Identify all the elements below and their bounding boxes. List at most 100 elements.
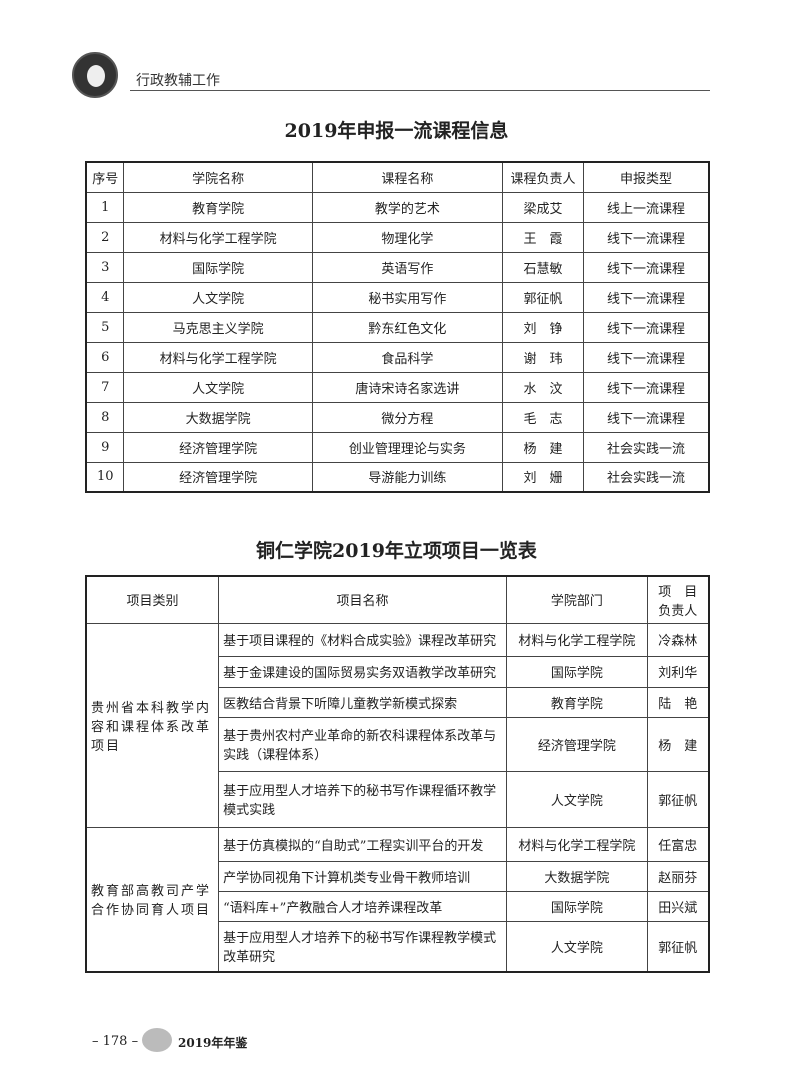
yearbook-mascot-icon [142, 1028, 172, 1052]
table-cell: 郭征帆 [502, 281, 584, 313]
table-cell: 9 [85, 431, 125, 463]
page-number: – 178 – [92, 1034, 139, 1049]
department: 大数据学院 [506, 860, 648, 892]
table-cell: 导游能力训练 [311, 461, 504, 493]
table-cell: 物理化学 [311, 221, 504, 253]
table-cell: 人文学院 [123, 371, 313, 403]
table-row: 9 经济管理学院 创业管理理论与实务杨 建社会实践一流 [85, 431, 710, 463]
department: 国际学院 [506, 655, 648, 688]
department: 人文学院 [506, 920, 648, 973]
table-cell: 3 [85, 251, 125, 283]
table-cell: 线下一流课程 [582, 371, 710, 403]
table-cell: 教育学院 [123, 191, 313, 223]
column-header: 项目名称 [218, 575, 508, 624]
table1-title: 2019年申报一流课程信息 [284, 120, 509, 142]
table-cell: 梁成艾 [502, 191, 584, 223]
table-header-row: 序号 学院名称 课程名称 课程负责人 申报类型 [85, 161, 710, 193]
department: 人文学院 [506, 770, 648, 828]
table-cell: 经济管理学院 [123, 461, 313, 493]
table-cell: 马克思主义学院 [123, 311, 313, 343]
table-row: 基于应用型人才培养下的秘书写作课程循环教学模式实践 人文学院 郭征帆 [86, 770, 710, 828]
table-cell: 线上一流课程 [582, 191, 710, 223]
table-cell: 食品科学 [311, 341, 504, 373]
header-rule [130, 90, 710, 91]
table-cell: 材料与化学工程学院 [123, 221, 313, 253]
table-cell: 谢 玮 [502, 341, 584, 373]
table-row: 1 教育学院 教学的艺术 梁成艾 线上一流课程 [85, 191, 710, 223]
table-cell: 刘 姗 [502, 461, 584, 493]
column-header: 学院名称 [123, 161, 313, 193]
column-header: 课程负责人 [502, 161, 584, 193]
project-category: 贵州省本科教学内容和课程体系改革项目 [85, 622, 220, 828]
university-logo-icon [72, 52, 118, 98]
section-header: 行政教辅工作 [136, 73, 220, 89]
table-cell: 线下一流课程 [582, 251, 710, 283]
table-cell: 线下一流课程 [582, 401, 710, 433]
table-cell: 唐诗宋诗名家选讲 [311, 371, 504, 403]
table-cell: 线下一流课程 [582, 341, 710, 373]
yearbook-label: 2019年年鉴 [178, 1036, 248, 1050]
project-name: 基于应用型人才培养下的秘书写作课程教学模式改革研究 [218, 920, 508, 973]
project-name: 基于仿真模拟的“自助式”工程实训平台的开发 [218, 826, 508, 862]
table-cell: 5 [85, 311, 125, 343]
first-class-courses-table: 序号 学院名称 课程名称 课程负责人 申报类型 1 教育学院 教学的艺术 梁成艾 线上一流课程 2… [85, 161, 710, 493]
column-header: 学院部门 [506, 575, 648, 624]
project-leader: 任富忠 [646, 826, 710, 862]
table-cell: 6 [85, 341, 125, 373]
project-leader: 杨 建 [646, 716, 710, 772]
table-row: 7 人文学院 唐诗宋诗名家选讲水 汶线下一流课程 [85, 371, 710, 403]
department: 国际学院 [506, 890, 648, 922]
table-row: “语料库+”产教融合人才培养课程改革 国际学院 田兴斌 [86, 890, 710, 922]
project-leader: 郭征帆 [646, 920, 710, 973]
project-name: 医教结合背景下听障儿童教学新模式探索 [218, 686, 508, 718]
department: 材料与化学工程学院 [506, 622, 648, 657]
project-name: “语料库+”产教融合人才培养课程改革 [218, 890, 508, 922]
table-cell: 2 [85, 221, 125, 253]
table-row: 教育部高教司产学合作协同育人项目 基于仿真模拟的“自助式”工程实训平台的开发 材料与… [85, 826, 710, 973]
table-cell: 人文学院 [123, 281, 313, 313]
table-cell: 线下一流课程 [582, 311, 710, 343]
table-row: 2 材料与化学工程学院 物理化学王 霞线下一流课程 [85, 221, 710, 253]
project-name: 基于应用型人才培养下的秘书写作课程循环教学模式实践 [218, 770, 508, 828]
table-row: 基于贵州农村产业革命的新农科课程体系改革与实践（课程体系） 经济管理学院杨 建 [86, 716, 710, 772]
project-leader: 赵丽芬 [646, 860, 710, 892]
projects-table: 项目类别 项目名称 学院部门项 目 负责人 贵州省本科教学内容和课程体系改革项目 基于… [85, 575, 710, 973]
table-row: 5 马克思主义学院 黔东红色文化刘 铮线下一流课程 [85, 311, 710, 343]
table-cell: 社会实践一流 [582, 461, 710, 493]
table-row: 6 材料与化学工程学院 食品科学谢 玮线下一流课程 [85, 341, 710, 373]
table-row: 3 国际学院 英语写作 石慧敏 线下一流课程 [85, 251, 710, 283]
table-cell: 材料与化学工程学院 [123, 341, 313, 373]
table-cell: 黔东红色文化 [311, 311, 504, 343]
table-cell: 8 [85, 401, 125, 433]
table-row: 8 大数据学院 微分方程毛 志线下一流课程 [85, 401, 710, 433]
table-cell: 1 [85, 191, 125, 223]
table-cell: 水 汶 [502, 371, 584, 403]
column-header: 序号 [85, 161, 125, 193]
table-row: 10 经济管理学院 导游能力训练刘 姗社会实践一流 [85, 461, 710, 493]
table-cell: 教学的艺术 [311, 191, 504, 223]
table-row: 贵州省本科教学内容和课程体系改革项目 基于项目课程的《材料合成实验》课程改革研究材… [85, 622, 710, 828]
table-cell: 创业管理理论与实务 [311, 431, 504, 463]
table-cell: 线下一流课程 [582, 281, 710, 313]
table-row: 产学协同视角下计算机类专业骨干教师培训 大数据学院 赵丽芬 [86, 860, 710, 892]
table-cell: 杨 建 [502, 431, 584, 463]
project-name: 基于项目课程的《材料合成实验》课程改革研究 [218, 622, 508, 657]
table2-title: 铜仁学院2019年立项项目一览表 [256, 540, 537, 562]
table-cell: 刘 铮 [502, 311, 584, 343]
table-row: 基于应用型人才培养下的秘书写作课程教学模式改革研究 人文学院 郭征帆 [86, 920, 710, 973]
table-cell: 4 [85, 281, 125, 313]
project-category: 教育部高教司产学合作协同育人项目 [85, 826, 220, 973]
table-cell: 石慧敏 [502, 251, 584, 283]
table-cell: 王 霞 [502, 221, 584, 253]
project-leader: 冷森林 [646, 622, 710, 657]
column-header: 申报类型 [582, 161, 710, 193]
table-cell: 10 [85, 461, 125, 493]
project-leader: 陆 艳 [646, 686, 710, 718]
table-header-row: 项目类别 项目名称 学院部门项 目 负责人 [85, 575, 710, 624]
column-header: 项 目 负责人 [646, 575, 710, 624]
department: 教育学院 [506, 686, 648, 718]
project-leader: 郭征帆 [646, 770, 710, 828]
project-leader: 刘利华 [646, 655, 710, 688]
project-name: 基于金课建设的国际贸易实务双语教学改革研究 [218, 655, 508, 688]
